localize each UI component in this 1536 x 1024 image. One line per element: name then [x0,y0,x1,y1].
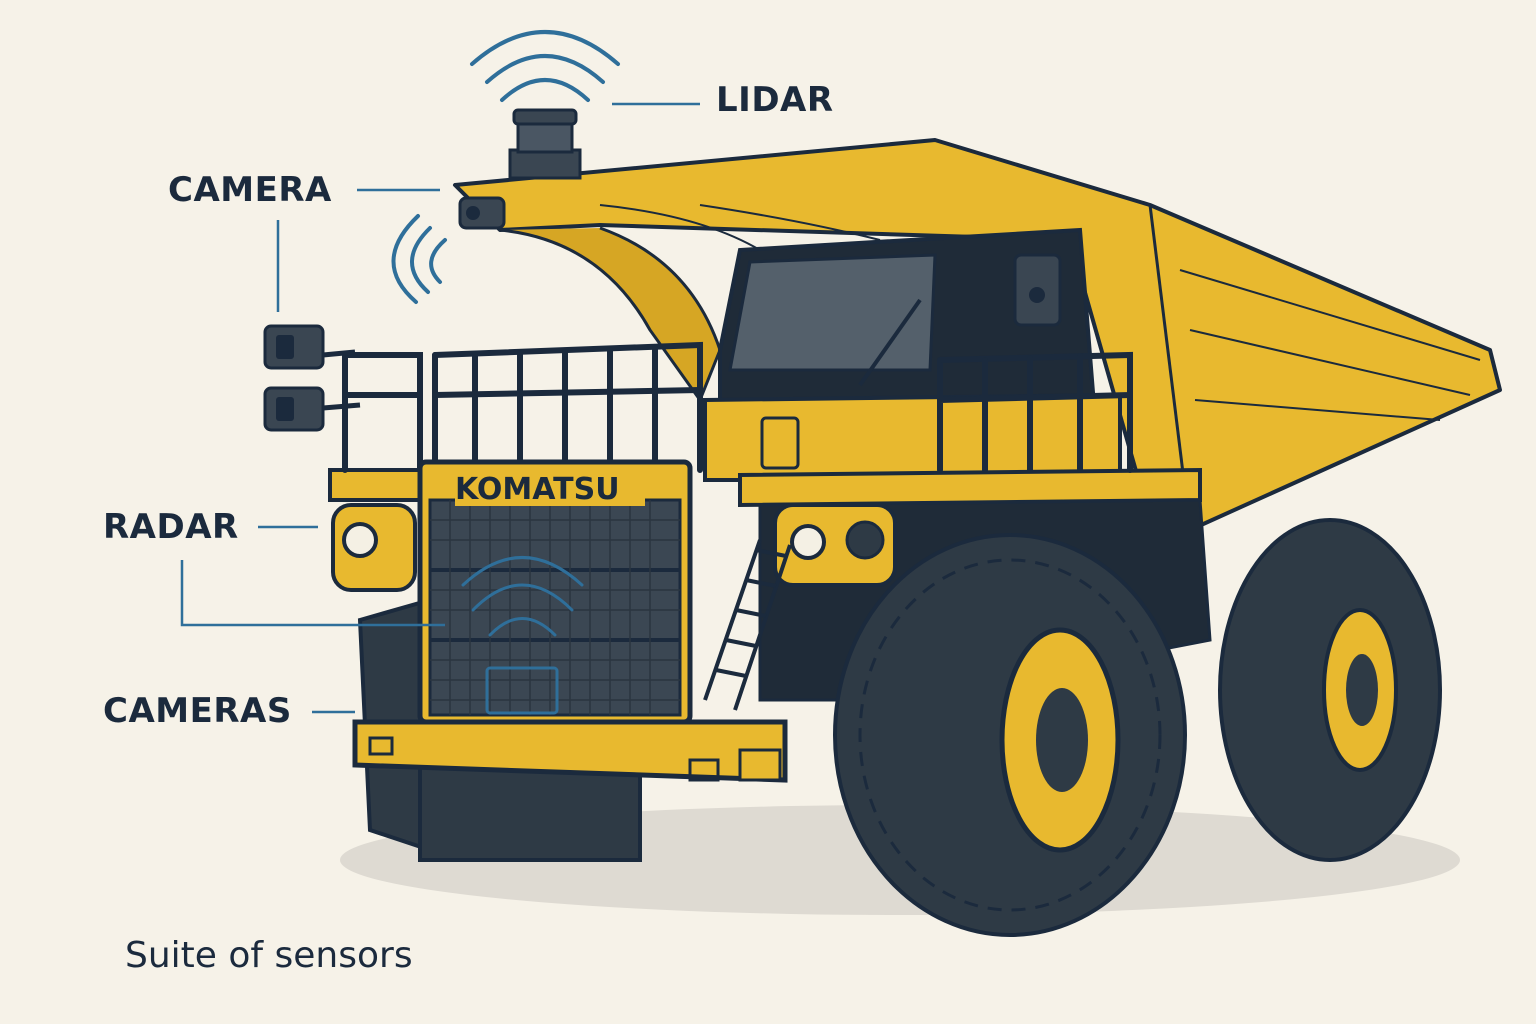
brand-logo: KOMATSU [455,472,620,507]
rear-tire [1218,518,1442,862]
front-grille [417,459,693,725]
side-cameras [263,324,361,432]
lidar-label: LIDAR [716,80,834,120]
camera-label: CAMERA [168,170,332,210]
radar-signal-waves [461,556,584,637]
camera-signal-waves [391,214,447,304]
leader-lines [180,102,700,714]
caption: Suite of sensors [125,935,413,976]
lidar-signal-waves [470,30,620,102]
front-tire [833,533,1187,937]
ladder [703,539,792,711]
radar-label: RADAR [103,507,239,547]
cameras-label: CAMERAS [103,691,292,731]
lidar-sensor [508,108,582,180]
railings [342,341,1133,473]
roof-camera [458,196,506,230]
front-bumper [352,719,788,783]
